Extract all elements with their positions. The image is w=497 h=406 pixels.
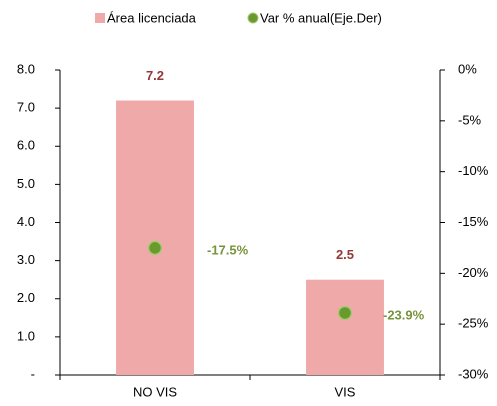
- point-label: -23.9%: [383, 307, 425, 322]
- y-tick-label: 1.0: [17, 328, 35, 343]
- y-tick-label: 6.0: [17, 138, 35, 153]
- legend-swatch: [95, 13, 105, 23]
- y2-tick-label: -5%: [458, 112, 482, 127]
- y2-tick-label: -30%: [458, 366, 489, 381]
- y2-tick-label: 0%: [458, 61, 477, 76]
- y2-tick-label: -15%: [458, 214, 489, 229]
- legend-label: Var % anual(Eje.Der): [260, 10, 382, 25]
- y-tick-label: -: [31, 366, 35, 381]
- legend-swatch: [247, 12, 259, 24]
- bar-label: 2.5: [336, 247, 354, 262]
- bar: [306, 279, 384, 375]
- y2-tick-label: -20%: [458, 265, 489, 280]
- y-tick-label: 2.0: [17, 290, 35, 305]
- point-label: -17.5%: [207, 242, 249, 257]
- y-tick-label: 8.0: [17, 61, 35, 76]
- y-tick-label: 3.0: [17, 252, 35, 267]
- point: [147, 240, 163, 256]
- legend-label: Área licenciada: [107, 10, 197, 25]
- x-tick-label: NO VIS: [133, 384, 177, 399]
- y-tick-label: 7.0: [17, 100, 35, 115]
- point: [337, 305, 353, 321]
- y-tick-label: 5.0: [17, 176, 35, 191]
- bar-label: 7.2: [146, 68, 164, 83]
- y-tick-label: 4.0: [17, 214, 35, 229]
- y2-tick-label: -10%: [458, 163, 489, 178]
- bar: [116, 100, 194, 375]
- y2-tick-label: -25%: [458, 316, 489, 331]
- x-tick-label: VIS: [335, 384, 356, 399]
